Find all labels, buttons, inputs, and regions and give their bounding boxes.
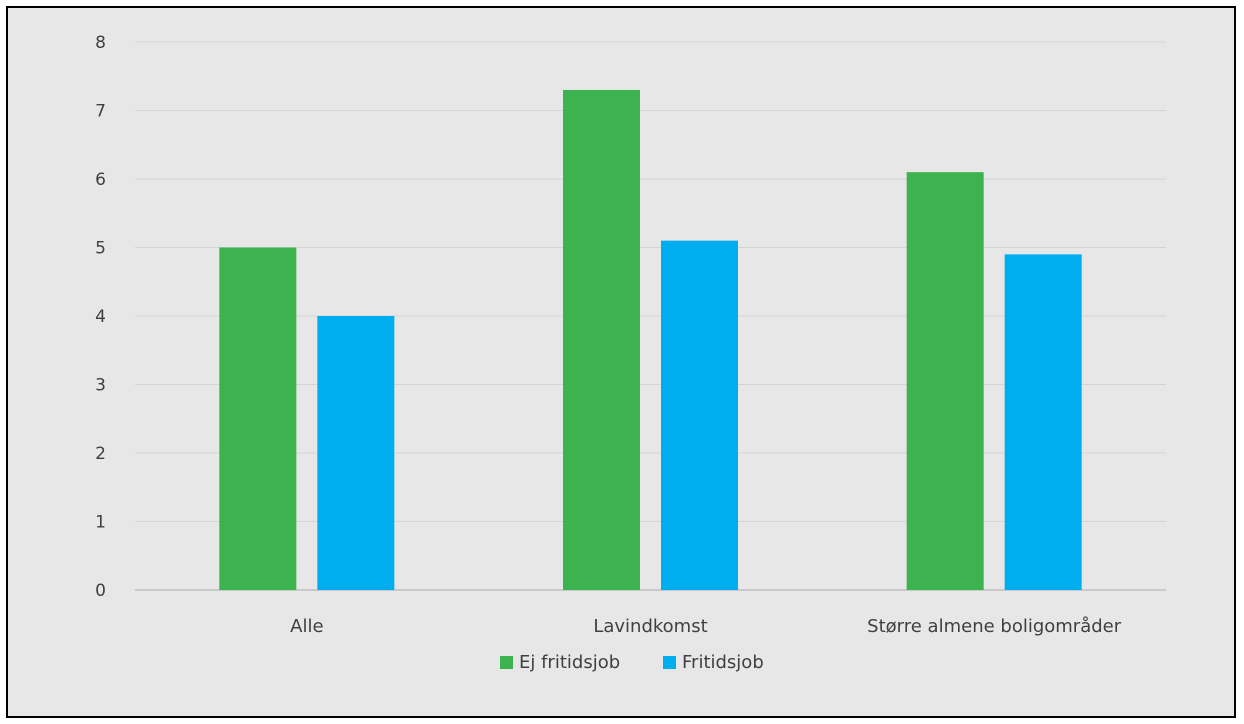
legend-label: Ej fritidsjob [519, 652, 620, 673]
bar-fritidsjob-2 [1004, 254, 1082, 590]
bar-fritidsjob-1 [661, 240, 738, 590]
y-tick-label: 8 [95, 33, 106, 53]
bar-ej-fritidsjob-2 [906, 172, 984, 590]
y-tick-label: 4 [95, 307, 106, 327]
legend-label: Fritidsjob [682, 652, 764, 673]
x-category-label: Større almene boligområder [867, 616, 1122, 637]
bar-ej-fritidsjob-1 [563, 89, 640, 590]
x-category-label: Alle [290, 616, 323, 637]
legend-swatch [663, 656, 676, 669]
y-tick-label: 7 [95, 102, 106, 122]
y-tick-label: 5 [95, 239, 106, 259]
y-tick-label: 3 [95, 376, 106, 396]
legend: Ej fritidsjob Fritidsjob [500, 652, 764, 673]
x-axis-categories: Alle Lavindkomst Større almene boligområde… [290, 616, 1122, 637]
y-axis-ticks: 0 1 2 3 4 5 6 7 8 [95, 33, 106, 601]
y-tick-label: 2 [95, 444, 106, 464]
y-tick-label: 6 [95, 170, 106, 190]
bars [219, 89, 1082, 590]
x-category-label: Lavindkomst [593, 616, 707, 637]
y-tick-label: 1 [95, 513, 106, 533]
legend-swatch [500, 656, 513, 669]
bar-ej-fritidsjob-0 [219, 247, 297, 590]
bar-fritidsjob-0 [317, 316, 395, 590]
gridlines [135, 41, 1166, 591]
y-tick-label: 0 [95, 581, 106, 601]
